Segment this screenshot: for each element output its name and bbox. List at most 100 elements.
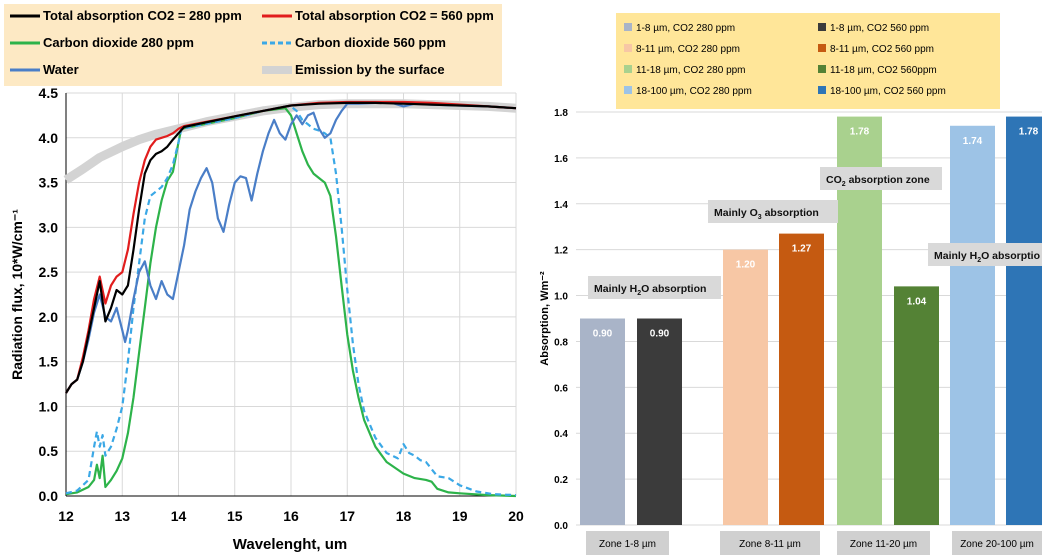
annotation-subscript: 2	[842, 181, 846, 188]
annotation-text: Mainly O3 absorption	[714, 207, 819, 221]
bar-1-8-m-co2-280-ppm	[580, 318, 625, 525]
annotation-box	[708, 200, 838, 223]
x-tick-label: 19	[452, 508, 468, 524]
category-label-text: Zone 11-20 µm	[850, 539, 917, 550]
x-tick-label: 16	[283, 508, 299, 524]
y-tick-label: 1.4	[554, 200, 568, 211]
bar-value-label: 1.78	[1019, 127, 1039, 138]
legend-item-carbon-dioxide-560-ppm: Carbon dioxide 560 ppm	[262, 35, 446, 50]
x-tick-label: 15	[227, 508, 243, 524]
legend-background	[4, 4, 502, 86]
bar-8-11-m-co2-280-ppm	[723, 249, 768, 525]
annotation-text-part: O absorption	[641, 283, 706, 295]
legend-item-18-100-m-co2-560-ppm: 18-100 µm, CO2 560 ppm	[818, 86, 946, 97]
annotation-text-part: CO	[826, 174, 842, 186]
legend-item-total-absorption-co2-560-ppm: Total absorption CO2 = 560 ppm	[262, 8, 494, 23]
legend-label: 1-8 µm, CO2 280 ppm	[636, 23, 735, 34]
legend-label: Carbon dioxide 560 ppm	[295, 35, 446, 50]
y-axis-title: Absorption, Wm⁻²	[539, 271, 551, 366]
legend-swatch	[624, 65, 632, 73]
bar-value-label: 1.78	[850, 127, 870, 138]
category-label-box	[837, 531, 930, 555]
y-tick-label: 1.6	[554, 154, 568, 165]
category-label-zone-11-20-m: Zone 11-20 µm	[837, 531, 930, 555]
category-label-zone-1-8-m: Zone 1-8 µm	[586, 531, 669, 555]
y-tick-label: 3.0	[39, 219, 59, 235]
category-label-box	[720, 531, 820, 555]
legend-swatch	[818, 65, 826, 73]
legend-label: Emission by the surface	[295, 62, 445, 77]
radiation-flux-line-chart: 0.0 0.5 1.0 1.5 2.0 2.5 3.0 3.5 4.0 4.5 12 13 14 15 16…	[4, 4, 524, 553]
annotation-text: CO2 absorption zone	[826, 174, 930, 188]
legend: Total absorption CO2 = 280 ppm Total abso…	[4, 4, 502, 86]
legend-label: 11-18 µm, CO2 560ppm	[830, 65, 937, 76]
series-line-total-absorption-co2-280-ppm	[65, 101, 517, 394]
absorption-bar-chart: 0.0 0.2 0.4 0.6 0.8 1.0 1.2 1.4 1.6 1.8 Absorption…	[539, 13, 1042, 555]
category-label-text: Zone 20-100 µm	[960, 539, 1034, 550]
bar-1-8-m-co2-560-ppm	[637, 318, 682, 525]
y-tick-label: 2.5	[39, 264, 59, 280]
bar-8-11-m-co2-560-ppm	[779, 233, 824, 525]
legend-item-1-8-m-co2-280-ppm: 1-8 µm, CO2 280 ppm	[624, 23, 735, 34]
bar-value-label: 0.90	[593, 329, 613, 340]
x-tick-label: 18	[396, 508, 412, 524]
annotation-co2: CO2 absorption zone	[820, 167, 942, 190]
y-tick-label: 3.5	[39, 175, 59, 191]
annotation-subscript: 2	[637, 290, 641, 297]
legend-item-11-18-m-co2-560ppm: 11-18 µm, CO2 560ppm	[818, 65, 937, 76]
legend-item-18-100-m-co2-280-ppm: 18-100 µm, CO2 280 ppm	[624, 86, 752, 97]
legend-label: 8-11 µm, CO2 280 ppm	[636, 44, 740, 55]
annotation-text-part: absorption zone	[846, 174, 930, 186]
legend-label: Total absorption CO2 = 280 ppm	[43, 8, 242, 23]
category-label-text: Zone 1-8 µm	[599, 539, 656, 550]
category-label-box	[586, 531, 669, 555]
category-label-zone-8-11-m: Zone 8-11 µm	[720, 531, 820, 555]
y-tick-label: 1.2	[554, 246, 568, 257]
bar-11-18-m-co2-560ppm	[894, 286, 939, 525]
annotation-subscript: 2	[977, 257, 981, 264]
annotation-text-part: Mainly H	[594, 283, 637, 295]
category-label-box	[952, 531, 1042, 555]
x-tick-label: 13	[114, 508, 130, 524]
annotation-box	[588, 276, 721, 299]
legend-swatch	[818, 86, 826, 94]
category-label-zone-20-100-m: Zone 20-100 µm	[952, 531, 1042, 555]
x-axis-title: Wavelenght, um	[233, 536, 347, 553]
legend-swatch	[818, 23, 826, 31]
x-tick-label: 17	[339, 508, 355, 524]
legend-swatch	[624, 44, 632, 52]
bar-value-label: 1.20	[736, 260, 756, 271]
legend-label: Carbon dioxide 280 ppm	[43, 35, 194, 50]
legend-label: 1-8 µm, CO2 560 ppm	[830, 23, 929, 34]
y-axis-title: Radiation flux, 10*W/cm⁻¹	[9, 209, 25, 380]
annotation-o3: Mainly O3 absorption	[708, 200, 838, 223]
series-line-water	[65, 101, 517, 394]
y-tick-label: 0.0	[39, 488, 59, 504]
legend-background	[616, 13, 1000, 109]
legend: 1-8 µm, CO2 280 ppm 1-8 µm, CO2 560 ppm 8-…	[616, 13, 1000, 109]
y-tick-label: 0.5	[39, 443, 59, 459]
legend-label: 18-100 µm, CO2 280 ppm	[636, 86, 752, 97]
bar-value-label: 1.27	[792, 244, 812, 255]
legend-label: 8-11 µm, CO2 560 ppm	[830, 44, 934, 55]
bar-value-label: 1.04	[907, 296, 927, 307]
legend-swatch	[624, 86, 632, 94]
annotation-text: Mainly H2O absorption	[594, 283, 706, 297]
annotation-subscript: 3	[758, 214, 762, 221]
y-tick-label: 1.8	[554, 108, 568, 119]
annotation-text-part: Mainly H	[934, 250, 977, 262]
category-label-text: Zone 8-11 µm	[739, 539, 801, 550]
annotation-text-part: Mainly O	[714, 207, 758, 219]
annotation-text-part: absorption	[762, 207, 819, 219]
legend-item-8-11-m-co2-280-ppm: 8-11 µm, CO2 280 ppm	[624, 44, 740, 55]
annotation-text-part: O absorptio	[981, 250, 1040, 262]
legend-label: Water	[43, 62, 79, 77]
annotation-box	[928, 243, 1042, 266]
y-tick-label: 1.0	[39, 398, 59, 414]
annotation-h2o_high: Mainly H2O absorptio	[928, 243, 1042, 266]
bar-value-label: 1.74	[963, 136, 983, 147]
x-tick-label: 14	[171, 508, 187, 524]
series-layer	[63, 99, 517, 498]
y-tick-label: 2.0	[39, 309, 59, 325]
